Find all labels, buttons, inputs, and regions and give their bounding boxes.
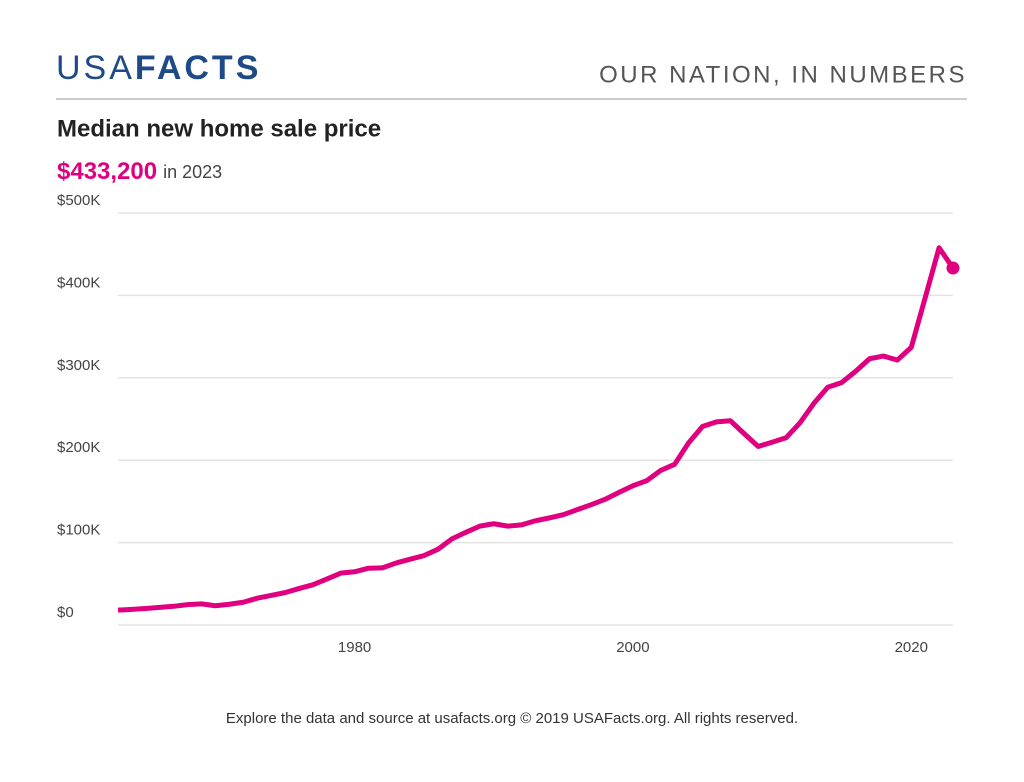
headline-value: $433,200 <box>57 158 157 185</box>
headline: $433,200 in 2023 <box>57 158 222 185</box>
y-tick-label: $300K <box>57 357 100 374</box>
chart-title: Median new home sale price <box>57 115 381 142</box>
logo: USAFACTS <box>56 49 261 87</box>
logo-right: FACTS <box>135 49 261 87</box>
logo-left: USA <box>56 49 135 87</box>
end-point <box>946 261 960 275</box>
x-tick-label: 2000 <box>616 639 649 656</box>
y-tick-label: $100K <box>57 522 100 539</box>
y-tick-label: $200K <box>57 439 100 456</box>
line <box>117 245 956 613</box>
y-tick-label: $500K <box>57 192 100 209</box>
x-tick-label: 2020 <box>895 639 928 656</box>
y-tick-label: $0 <box>57 604 74 621</box>
y-tick-label: $400K <box>57 274 100 291</box>
headline-period: in 2023 <box>163 162 222 182</box>
x-tick-label: 1980 <box>338 639 371 656</box>
tagline: OUR NATION, IN NUMBERS <box>599 61 967 88</box>
footer: Explore the data and source at usafacts.… <box>226 710 798 727</box>
